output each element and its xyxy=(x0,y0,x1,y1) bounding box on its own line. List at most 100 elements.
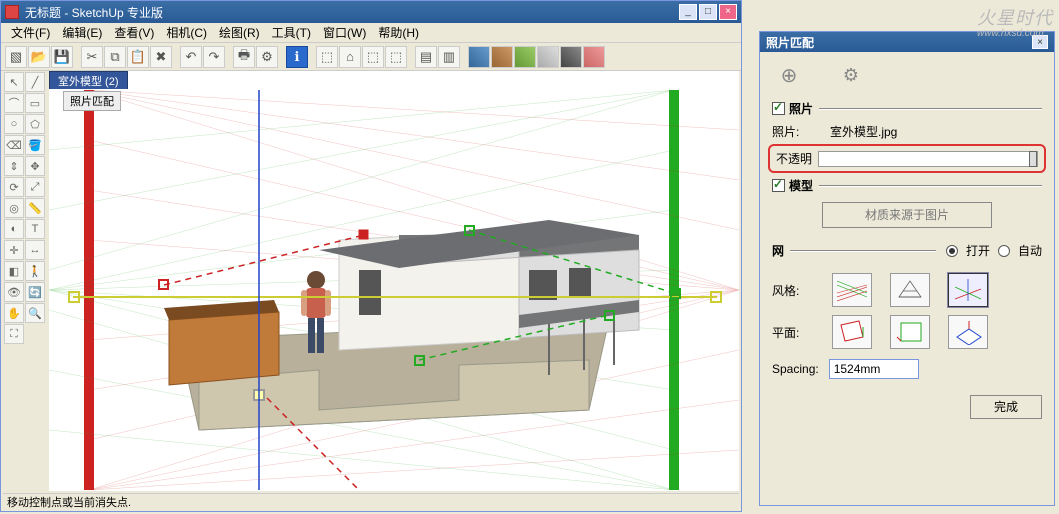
done-button[interactable]: 完成 xyxy=(970,395,1042,419)
tool-erase-icon[interactable]: ⌫ xyxy=(4,135,24,155)
tool-walk-icon[interactable]: 🚶 xyxy=(25,261,45,281)
tool-circle-icon[interactable]: ○ xyxy=(4,114,24,134)
spacing-input[interactable] xyxy=(829,359,919,379)
menu-camera[interactable]: 相机(C) xyxy=(160,24,213,41)
toolbar-sep xyxy=(74,46,80,68)
style-thumb-3[interactable] xyxy=(948,273,988,307)
tool-arc-icon[interactable]: ⌒ xyxy=(4,93,24,113)
tool-new-icon[interactable]: ▧ xyxy=(5,46,27,68)
grid-on-radio[interactable] xyxy=(946,245,958,257)
plane-label: 平面: xyxy=(772,324,820,341)
section-model: 模型 xyxy=(772,177,1042,194)
match-photo-panel: 照片匹配 × ⊕ ⚙ 照片 照片: 室外模型.jpg 不透明 模型 材质来源于图… xyxy=(759,31,1055,506)
tool-delete-icon[interactable]: ✖ xyxy=(150,46,172,68)
menu-edit[interactable]: 编辑(E) xyxy=(56,24,108,41)
tool-side-icon[interactable]: ⬚ xyxy=(362,46,384,68)
match-photo-tab[interactable]: 照片匹配 xyxy=(63,91,121,111)
tool-orbit-icon[interactable]: 🔄 xyxy=(25,282,45,302)
tool-mat3-icon[interactable] xyxy=(514,46,536,68)
toolbar-sep xyxy=(461,46,467,68)
opacity-slider-thumb[interactable] xyxy=(1029,151,1037,167)
main-window: 无标题 - SketchUp 专业版 _ □ × 文件(F) 编辑(E) 查看(… xyxy=(0,0,742,512)
tool-section-icon[interactable]: ◧ xyxy=(4,261,24,281)
menu-window[interactable]: 窗口(W) xyxy=(317,24,372,41)
style-thumb-1[interactable] xyxy=(832,273,872,307)
opacity-slider[interactable] xyxy=(818,151,1038,167)
section-grid-label: 网 xyxy=(772,242,784,259)
grid-on-label: 打开 xyxy=(966,242,990,259)
left-toolbox: ↖ ╱ ⌒ ▭ ○ ⬠ ⌫ 🪣 ⇕ ✥ ⟳ ⤢ ◎ 📏 ◐ T ✛ ↔ ◧ 🚶 … xyxy=(3,71,47,491)
menu-file[interactable]: 文件(F) xyxy=(5,24,56,41)
section-photo: 照片 xyxy=(772,100,1042,117)
settings-icon[interactable]: ⚙ xyxy=(840,64,862,86)
photo-checkbox[interactable] xyxy=(772,102,785,115)
tool-undo-icon[interactable]: ↶ xyxy=(180,46,202,68)
tool-offset-icon[interactable]: ◎ xyxy=(4,198,24,218)
tool-mat5-icon[interactable] xyxy=(560,46,582,68)
tool-open-icon[interactable]: 📂 xyxy=(28,46,50,68)
tool-front-icon[interactable]: ⬚ xyxy=(385,46,407,68)
plane-thumb-3[interactable] xyxy=(948,315,988,349)
tool-dim-icon[interactable]: ↔ xyxy=(25,240,45,260)
menu-view[interactable]: 查看(V) xyxy=(108,24,160,41)
tool-move-icon[interactable]: ✥ xyxy=(25,156,45,176)
tool-cut-icon[interactable]: ✂ xyxy=(81,46,103,68)
tool-settings-icon[interactable]: ⚙ xyxy=(256,46,278,68)
tool-mat2-icon[interactable] xyxy=(491,46,513,68)
maximize-button[interactable]: □ xyxy=(699,4,717,20)
tool-zoom-icon[interactable]: 🔍 xyxy=(25,303,45,323)
section-model-label: 模型 xyxy=(789,177,813,194)
tool-look-icon[interactable]: 👁 xyxy=(4,282,24,302)
menu-draw[interactable]: 绘图(R) xyxy=(213,24,266,41)
material-from-photo-button[interactable]: 材质来源于图片 xyxy=(822,202,992,228)
tool-layer2-icon[interactable]: ▥ xyxy=(438,46,460,68)
tool-paste-icon[interactable]: 📋 xyxy=(127,46,149,68)
plane-thumb-1[interactable] xyxy=(832,315,872,349)
tool-copy-icon[interactable]: ⧉ xyxy=(104,46,126,68)
tool-zoomext-icon[interactable]: ⛶ xyxy=(4,324,24,344)
tool-mat6-icon[interactable] xyxy=(583,46,605,68)
tool-redo-icon[interactable]: ↷ xyxy=(203,46,225,68)
tool-paint-icon[interactable]: 🪣 xyxy=(25,135,45,155)
tool-text-icon[interactable]: T xyxy=(25,219,45,239)
tool-tape-icon[interactable]: 📏 xyxy=(25,198,45,218)
toolbar-sep xyxy=(408,46,414,68)
tool-print-icon[interactable]: 🖶 xyxy=(233,46,255,68)
tool-top-icon[interactable]: ⌂ xyxy=(339,46,361,68)
menubar: 文件(F) 编辑(E) 查看(V) 相机(C) 绘图(R) 工具(T) 窗口(W… xyxy=(1,23,741,43)
tool-axes-icon[interactable]: ✛ xyxy=(4,240,24,260)
tool-info-icon[interactable]: ℹ xyxy=(286,46,308,68)
tool-rotate-icon[interactable]: ⟳ xyxy=(4,177,24,197)
tool-mat4-icon[interactable] xyxy=(537,46,559,68)
grid-auto-radio[interactable] xyxy=(998,245,1010,257)
style-thumb-2[interactable] xyxy=(890,273,930,307)
tool-rect-icon[interactable]: ▭ xyxy=(25,93,45,113)
watermark: 火星时代 www.hxsd.com xyxy=(977,4,1053,38)
tool-protractor-icon[interactable]: ◐ xyxy=(4,219,24,239)
viewport[interactable] xyxy=(49,89,739,491)
menu-help[interactable]: 帮助(H) xyxy=(372,24,425,41)
model-checkbox[interactable] xyxy=(772,179,785,192)
tool-poly-icon[interactable]: ⬠ xyxy=(25,114,45,134)
titlebar[interactable]: 无标题 - SketchUp 专业版 _ □ × xyxy=(1,1,741,23)
add-icon[interactable]: ⊕ xyxy=(778,64,800,86)
tool-layer1-icon[interactable]: ▤ xyxy=(415,46,437,68)
scene-tab-active[interactable]: 室外模型 (2) xyxy=(49,71,128,89)
close-button[interactable]: × xyxy=(719,4,737,20)
tool-save-icon[interactable]: 💾 xyxy=(51,46,73,68)
toolbar-sep xyxy=(279,46,285,68)
menu-tools[interactable]: 工具(T) xyxy=(266,24,317,41)
plane-thumb-2[interactable] xyxy=(890,315,930,349)
tool-line-icon[interactable]: ╱ xyxy=(25,72,45,92)
spacing-label: Spacing: xyxy=(772,362,819,376)
tool-mat1-icon[interactable] xyxy=(468,46,490,68)
minimize-button[interactable]: _ xyxy=(679,4,697,20)
tool-iso-icon[interactable]: ⬚ xyxy=(316,46,338,68)
tool-scale-icon[interactable]: ⤢ xyxy=(25,177,45,197)
tool-pan-icon[interactable]: ✋ xyxy=(4,303,24,323)
toolbar-sep xyxy=(173,46,179,68)
viewport-svg xyxy=(49,89,739,491)
photo-filename: 室外模型.jpg xyxy=(830,123,1042,140)
tool-select-icon[interactable]: ↖ xyxy=(4,72,24,92)
tool-pushpull-icon[interactable]: ⇕ xyxy=(4,156,24,176)
